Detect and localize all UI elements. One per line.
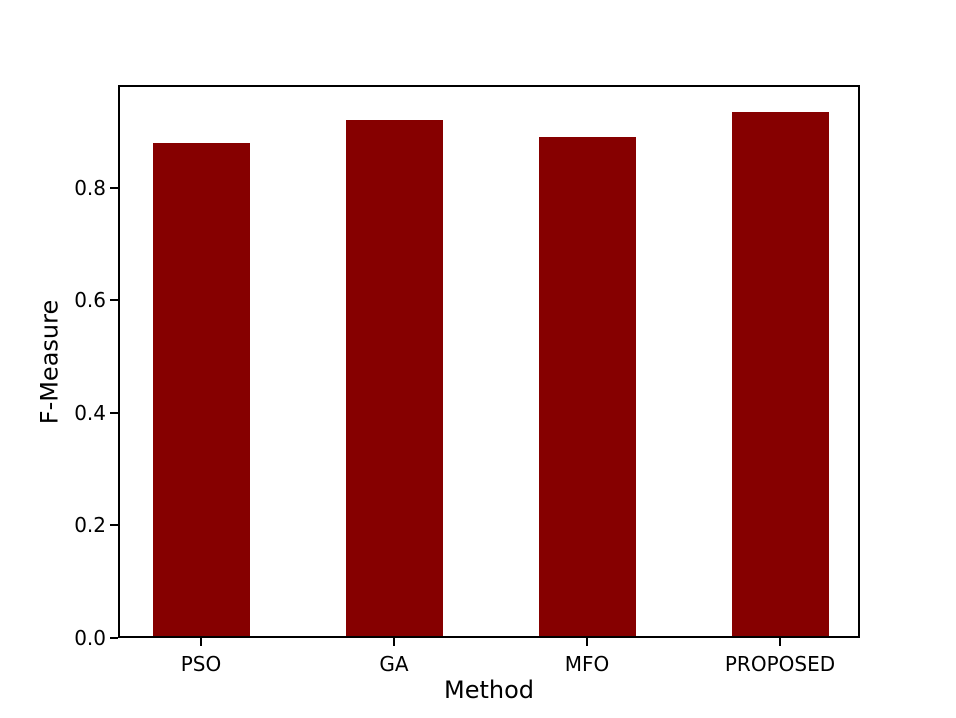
y-tick-label: 0.6 [74,288,106,312]
x-tick-label-pso: PSO [180,652,222,676]
bar-ga [345,120,443,638]
x-tick-mark [586,638,588,646]
bar-proposed [731,112,829,638]
x-axis-label: Method [443,676,534,704]
y-tick-mark [110,524,118,526]
y-tick-label: 0.4 [74,401,106,425]
x-tick-label-mfo: MFO [564,652,610,676]
x-tick-mark [393,638,395,646]
y-tick-mark [110,299,118,301]
y-tick-mark [110,637,118,639]
y-tick-label: 0.0 [74,626,106,650]
x-tick-mark [200,638,202,646]
y-tick-mark [110,412,118,414]
y-axis-label: F-Measure [35,299,64,425]
y-tick-label: 0.2 [74,513,106,537]
bar-pso [152,143,250,638]
x-tick-label-ga: GA [379,652,409,676]
y-tick-label: 0.8 [74,176,106,200]
bar-mfo [538,137,636,638]
x-tick-label-proposed: PROPOSED [724,652,836,676]
y-tick-mark [110,187,118,189]
x-tick-mark [779,638,781,646]
